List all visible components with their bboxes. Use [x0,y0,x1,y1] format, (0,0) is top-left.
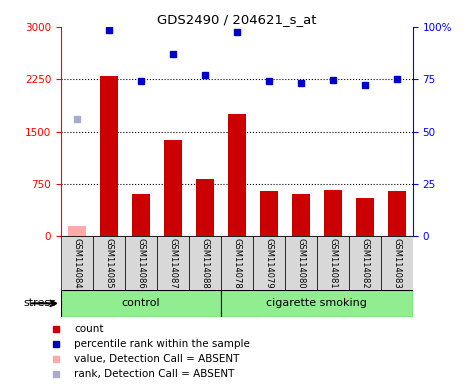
Bar [260,191,278,236]
Text: value, Detection Call = ABSENT: value, Detection Call = ABSENT [74,354,240,364]
Text: GSM114085: GSM114085 [105,238,113,288]
FancyBboxPatch shape [381,236,413,290]
FancyBboxPatch shape [189,236,221,290]
FancyBboxPatch shape [285,236,317,290]
Text: GSM114080: GSM114080 [296,238,305,288]
Text: GSM114083: GSM114083 [392,238,401,288]
Bar [196,179,214,236]
FancyBboxPatch shape [61,290,221,317]
FancyBboxPatch shape [221,236,253,290]
FancyBboxPatch shape [61,236,93,290]
Text: GSM114078: GSM114078 [232,238,242,288]
Text: GSM114086: GSM114086 [136,238,145,288]
Text: cigarette smoking: cigarette smoking [266,298,367,308]
FancyBboxPatch shape [349,236,381,290]
Text: GSM114084: GSM114084 [72,238,82,288]
Text: stress: stress [23,298,56,308]
FancyBboxPatch shape [157,236,189,290]
Text: GSM114081: GSM114081 [328,238,337,288]
FancyBboxPatch shape [253,236,285,290]
Text: GSM114088: GSM114088 [200,238,209,288]
Bar [100,76,118,236]
Text: count: count [74,323,104,334]
FancyBboxPatch shape [221,290,413,317]
FancyBboxPatch shape [125,236,157,290]
Bar [292,194,310,236]
Bar [356,199,373,236]
Text: GSM114079: GSM114079 [265,238,273,288]
Text: GSM114087: GSM114087 [168,238,177,288]
Text: control: control [121,298,160,308]
Bar [68,226,86,236]
Text: GSM114082: GSM114082 [360,238,369,288]
FancyBboxPatch shape [93,236,125,290]
Bar [324,190,341,236]
Text: percentile rank within the sample: percentile rank within the sample [74,339,250,349]
Bar [164,140,182,236]
Bar [388,191,406,236]
Title: GDS2490 / 204621_s_at: GDS2490 / 204621_s_at [157,13,317,26]
Bar [228,114,246,236]
Bar [132,194,150,236]
Text: rank, Detection Call = ABSENT: rank, Detection Call = ABSENT [74,369,234,379]
FancyBboxPatch shape [317,236,349,290]
